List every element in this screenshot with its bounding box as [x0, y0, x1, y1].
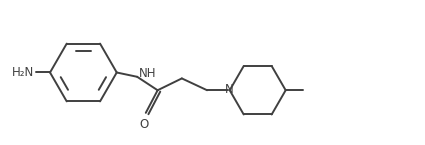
Text: N: N: [225, 83, 234, 96]
Text: H₂N: H₂N: [12, 66, 34, 79]
Text: NH: NH: [139, 67, 156, 80]
Text: O: O: [139, 118, 148, 131]
